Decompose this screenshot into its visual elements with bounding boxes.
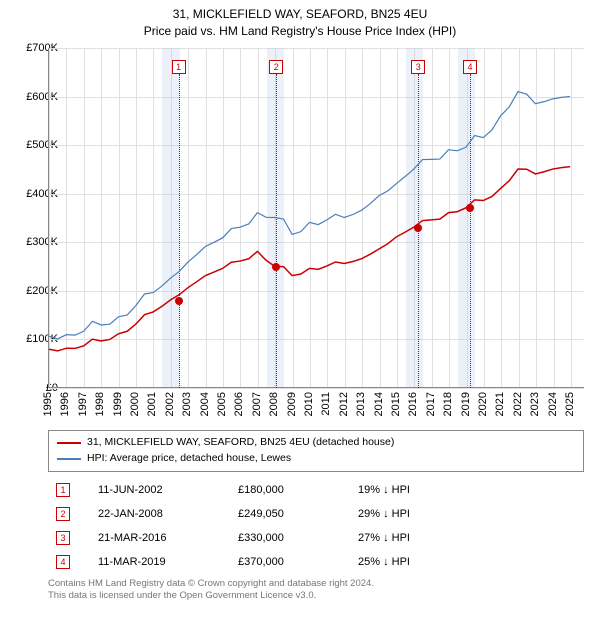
gridline-h xyxy=(49,388,584,389)
sale-data-point xyxy=(414,224,422,232)
legend-label-property: 31, MICKLEFIELD WAY, SEAFORD, BN25 4EU (… xyxy=(87,435,394,451)
x-tick-label: 2014 xyxy=(373,392,385,416)
table-row: 1 11-JUN-2002 £180,000 19% ↓ HPI xyxy=(48,478,584,502)
sale-index-box: 4 xyxy=(56,555,70,569)
footer-attribution: Contains HM Land Registry data © Crown c… xyxy=(48,578,584,603)
x-tick-label: 2011 xyxy=(320,392,332,416)
sale-index-box: 1 xyxy=(56,483,70,497)
legend-swatch-hpi xyxy=(57,458,81,460)
marker-index-box: 3 xyxy=(411,60,425,74)
footer-line1: Contains HM Land Registry data © Crown c… xyxy=(48,578,584,590)
x-tick-label: 2000 xyxy=(129,392,141,416)
x-tick-label: 2020 xyxy=(477,392,489,416)
x-tick-label: 2012 xyxy=(338,392,350,416)
sale-price: £249,050 xyxy=(238,508,358,520)
table-row: 4 11-MAR-2019 £370,000 25% ↓ HPI xyxy=(48,550,584,574)
title-subtitle: Price paid vs. HM Land Registry's House … xyxy=(0,23,600,40)
x-tick-label: 2023 xyxy=(529,392,541,416)
x-tick-label: 2008 xyxy=(268,392,280,416)
sales-table: 1 11-JUN-2002 £180,000 19% ↓ HPI 2 22-JA… xyxy=(48,478,584,574)
x-tick-label: 2001 xyxy=(146,392,158,416)
sale-data-point xyxy=(175,297,183,305)
x-tick-label: 2016 xyxy=(407,392,419,416)
sale-index-box: 3 xyxy=(56,531,70,545)
x-tick-label: 2024 xyxy=(547,392,559,416)
sale-price: £370,000 xyxy=(238,556,358,568)
sale-price: £330,000 xyxy=(238,532,358,544)
x-tick-label: 2018 xyxy=(442,392,454,416)
chart-container: 31, MICKLEFIELD WAY, SEAFORD, BN25 4EU P… xyxy=(0,0,600,620)
x-tick-label: 2022 xyxy=(512,392,524,416)
sale-index-box: 2 xyxy=(56,507,70,521)
sale-date: 11-JUN-2002 xyxy=(98,484,238,496)
series-line-property xyxy=(49,167,570,351)
sale-date: 21-MAR-2016 xyxy=(98,532,238,544)
x-tick-label: 1996 xyxy=(59,392,71,416)
sale-data-point xyxy=(272,263,280,271)
x-tick-label: 2004 xyxy=(199,392,211,416)
x-tick-label: 2015 xyxy=(390,392,402,416)
legend-swatch-property xyxy=(57,442,81,444)
legend-row-hpi: HPI: Average price, detached house, Lewe… xyxy=(57,451,575,467)
sale-data-point xyxy=(466,204,474,212)
legend-row-property: 31, MICKLEFIELD WAY, SEAFORD, BN25 4EU (… xyxy=(57,435,575,451)
marker-index-box: 4 xyxy=(463,60,477,74)
x-tick-label: 2010 xyxy=(303,392,315,416)
series-line-hpi xyxy=(49,92,570,339)
sale-date: 11-MAR-2019 xyxy=(98,556,238,568)
x-tick-label: 1999 xyxy=(112,392,124,416)
x-tick-label: 2013 xyxy=(355,392,367,416)
footer-line2: This data is licensed under the Open Gov… xyxy=(48,590,584,602)
x-tick-label: 2007 xyxy=(251,392,263,416)
sale-price: £180,000 xyxy=(238,484,358,496)
x-tick-label: 2005 xyxy=(216,392,228,416)
chart-plot-area: 1 2 3 4 xyxy=(48,48,584,388)
marker-index-box: 2 xyxy=(269,60,283,74)
x-tick-label: 1995 xyxy=(42,392,54,416)
x-tick-label: 2002 xyxy=(164,392,176,416)
x-tick-label: 1997 xyxy=(77,392,89,416)
x-tick-label: 2017 xyxy=(425,392,437,416)
marker-index-box: 1 xyxy=(172,60,186,74)
sale-hpi-diff: 25% ↓ HPI xyxy=(358,556,478,568)
x-tick-label: 2019 xyxy=(460,392,472,416)
x-tick-label: 2003 xyxy=(181,392,193,416)
line-plot xyxy=(49,48,584,387)
sale-hpi-diff: 29% ↓ HPI xyxy=(358,508,478,520)
sale-hpi-diff: 19% ↓ HPI xyxy=(358,484,478,496)
x-tick-label: 2021 xyxy=(494,392,506,416)
title-block: 31, MICKLEFIELD WAY, SEAFORD, BN25 4EU P… xyxy=(0,0,600,40)
table-row: 3 21-MAR-2016 £330,000 27% ↓ HPI xyxy=(48,526,584,550)
sale-date: 22-JAN-2008 xyxy=(98,508,238,520)
x-tick-label: 2009 xyxy=(286,392,298,416)
legend-label-hpi: HPI: Average price, detached house, Lewe… xyxy=(87,451,291,467)
table-row: 2 22-JAN-2008 £249,050 29% ↓ HPI xyxy=(48,502,584,526)
legend: 31, MICKLEFIELD WAY, SEAFORD, BN25 4EU (… xyxy=(48,430,584,472)
title-address: 31, MICKLEFIELD WAY, SEAFORD, BN25 4EU xyxy=(0,6,600,23)
x-tick-label: 1998 xyxy=(94,392,106,416)
sale-hpi-diff: 27% ↓ HPI xyxy=(358,532,478,544)
x-tick-label: 2006 xyxy=(233,392,245,416)
x-tick-label: 2025 xyxy=(564,392,576,416)
